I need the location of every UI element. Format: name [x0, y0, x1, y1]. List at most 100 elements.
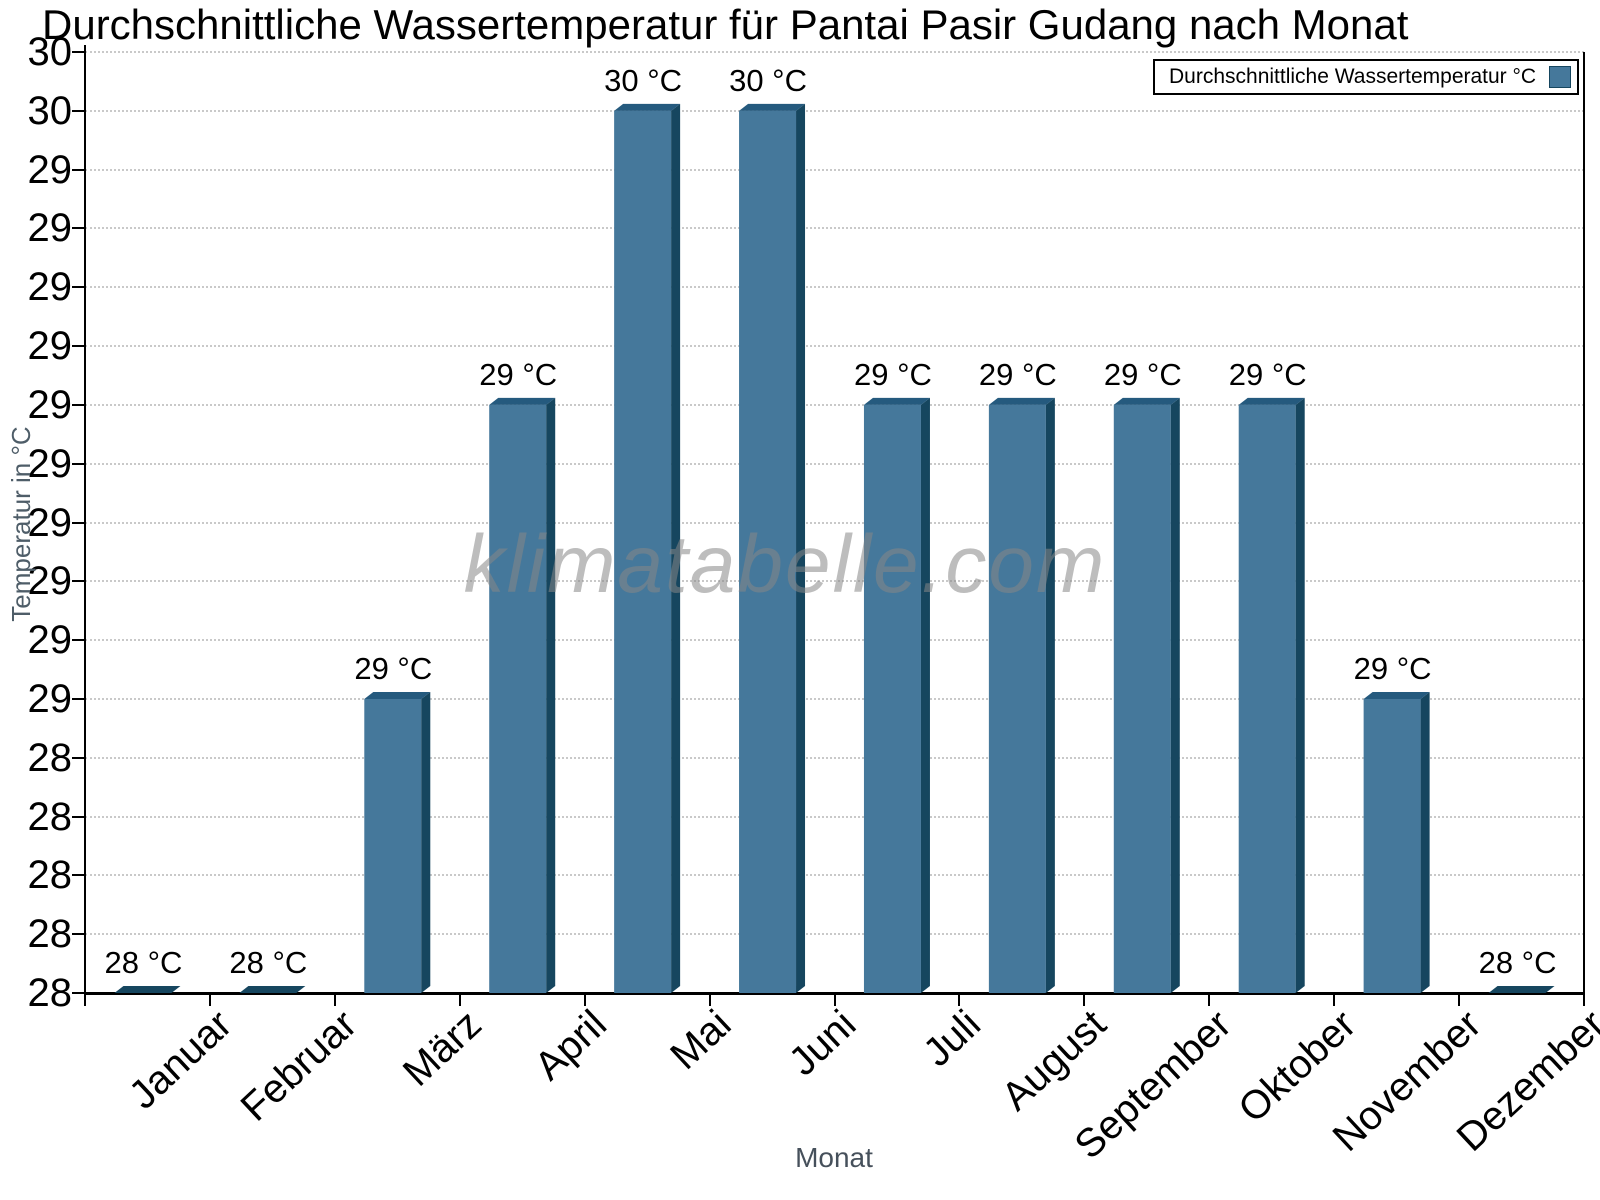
x-tick-mark: [333, 993, 336, 1006]
y-tick-label: 29: [27, 324, 73, 369]
y-axis-line: [84, 45, 86, 995]
gridline: [85, 697, 1584, 700]
y-tick-label: 28: [27, 794, 73, 839]
bar-front-Juni: [739, 110, 797, 993]
y-tick-mark: [72, 639, 86, 642]
bar-side-November: [1420, 691, 1430, 993]
y-tick-label: 28: [27, 735, 73, 780]
x-tick-mark: [458, 993, 461, 1006]
y-tick-mark: [72, 756, 86, 759]
bar-top-Mai: [614, 103, 681, 111]
x-tick-mark: [833, 993, 836, 1006]
y-tick-mark: [72, 109, 86, 112]
bar-value-label: 28 °C: [1478, 945, 1557, 980]
y-tick-mark: [72, 462, 86, 465]
y-tick-label: 29: [27, 382, 73, 427]
bar-side-Oktober: [1295, 397, 1305, 993]
y-tick-label: 29: [27, 147, 73, 192]
bar-front-Mai: [614, 110, 672, 993]
bar-side-September: [1170, 397, 1180, 993]
gridline: [85, 462, 1584, 465]
x-axis-line: [84, 992, 1585, 995]
legend-swatch: [1549, 66, 1571, 88]
y-axis-title: Temperatur in °C: [6, 426, 36, 622]
y-tick-mark: [72, 815, 86, 818]
gridline: [85, 756, 1584, 759]
x-tick-mark: [1583, 993, 1585, 1006]
bar-value-label: 29 °C: [1103, 356, 1182, 392]
bar-front-Juli: [863, 404, 921, 993]
gridline: [85, 286, 1584, 289]
y-tick-mark: [72, 168, 86, 171]
bar-top-Oktober: [1238, 397, 1305, 405]
x-tick-mark: [208, 993, 211, 1006]
y-tick-label: 28: [27, 971, 73, 1015]
y-tick-mark: [72, 580, 86, 583]
gridline: [85, 168, 1584, 171]
bar-front-Oktober: [1238, 404, 1296, 993]
bar-top-April: [489, 397, 556, 405]
gridline: [85, 403, 1584, 406]
y-tick-label: 29: [27, 206, 73, 251]
bar-side-Mai: [671, 103, 681, 993]
bar-value-label: 29 °C: [479, 356, 558, 392]
x-tick-mark: [84, 993, 86, 1006]
bar-top-Januar: [114, 986, 181, 993]
y-tick-label: 29: [27, 500, 73, 545]
x-tick-mark: [958, 993, 961, 1006]
bar-top-März: [364, 691, 431, 699]
bar-side-Juni: [796, 103, 806, 993]
legend-label: Durchschnittliche Wassertemperatur °C: [1169, 65, 1537, 88]
y-tick-mark: [72, 286, 86, 289]
bar-side-März: [421, 691, 431, 993]
x-tick-mark: [708, 993, 711, 1006]
y-tick-mark: [72, 874, 86, 877]
y-tick-mark: [72, 403, 86, 406]
bar-top-August: [988, 397, 1055, 405]
y-tick-mark: [72, 227, 86, 230]
bar-side-August: [1045, 397, 1055, 993]
bar-value-label: 29 °C: [1228, 356, 1307, 392]
y-tick-label: 30: [27, 88, 73, 133]
y-tick-mark: [72, 697, 86, 700]
gridline: [85, 51, 1584, 53]
y-tick-label: 29: [27, 441, 73, 486]
bar-top-Juli: [863, 397, 930, 405]
bar-front-März: [364, 698, 422, 993]
y-tick-label: 29: [27, 559, 73, 604]
y-tick-label: 28: [27, 912, 73, 957]
gridline: [85, 639, 1584, 642]
gridline: [85, 227, 1584, 230]
bar-top-Dezember: [1488, 986, 1555, 993]
gridline: [85, 109, 1584, 112]
bar-side-Juli: [920, 397, 930, 993]
bar-value-label: 29 °C: [354, 650, 433, 686]
y-tick-mark: [72, 933, 86, 936]
bar-top-November: [1363, 691, 1430, 699]
y-tick-label: 30: [27, 30, 73, 74]
y-tick-label: 29: [27, 265, 73, 310]
gridline: [85, 345, 1584, 348]
bar-value-label: 28 °C: [104, 945, 183, 980]
y-tick-label: 29: [27, 618, 73, 663]
bar-top-Februar: [239, 986, 306, 993]
x-axis-title: Monat: [795, 1142, 873, 1173]
x-tick-mark: [1083, 993, 1086, 1006]
bar-value-label: 28 °C: [229, 945, 308, 980]
bar-value-label: 30 °C: [604, 62, 683, 98]
bar-side-April: [546, 397, 556, 993]
legend: Durchschnittliche Wassertemperatur °C: [1153, 59, 1579, 95]
x-tick-mark: [1208, 993, 1211, 1006]
gridline: [85, 815, 1584, 818]
bar-value-label: 29 °C: [978, 356, 1057, 392]
x-tick-mark: [583, 993, 586, 1006]
x-tick-mark: [1333, 993, 1336, 1006]
y-tick-mark: [72, 521, 86, 524]
bar-front-April: [489, 404, 547, 993]
bar-value-label: 29 °C: [1353, 650, 1432, 686]
bar-top-September: [1113, 397, 1180, 405]
gridline: [85, 521, 1584, 524]
x-tick-mark: [1458, 993, 1461, 1006]
y-tick-mark: [72, 51, 86, 53]
